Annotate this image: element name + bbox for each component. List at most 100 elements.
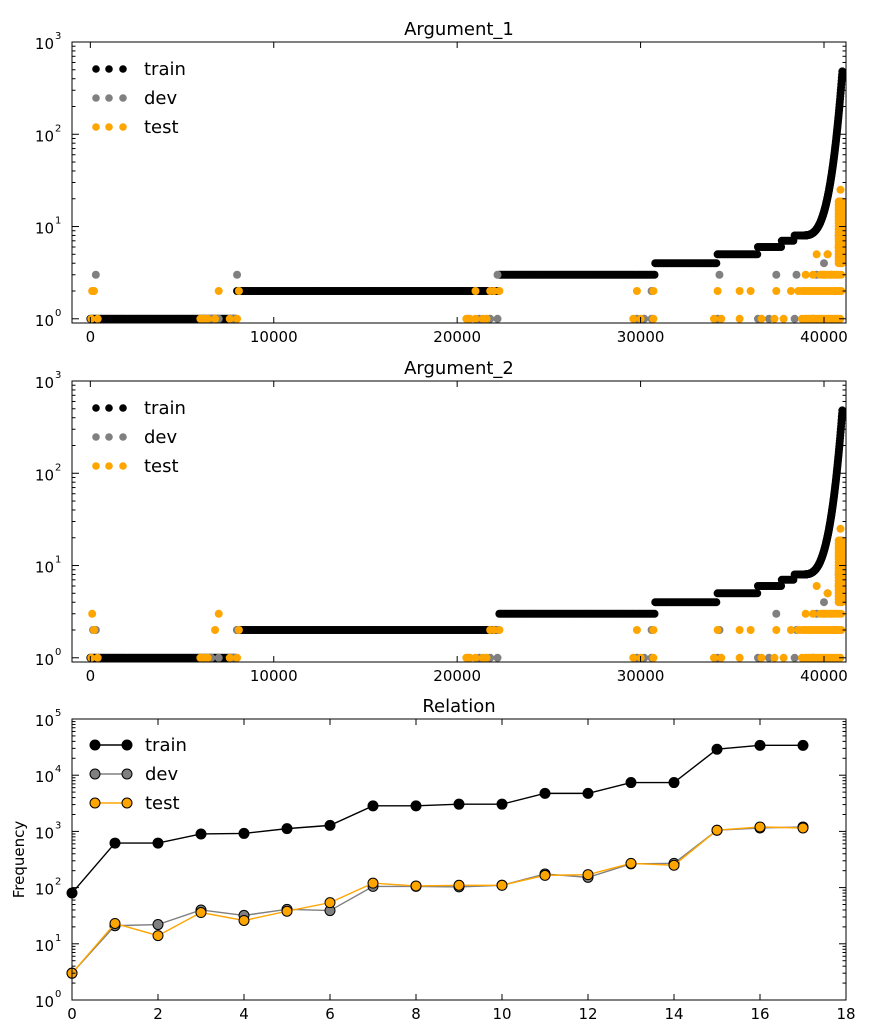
point-test — [234, 287, 243, 296]
y-tick-label: 10 1 — [35, 933, 61, 955]
point-train — [712, 598, 721, 607]
y-tick-base: 10 — [35, 374, 54, 392]
legend-entry-test: test — [92, 456, 179, 477]
point-train — [797, 739, 809, 751]
point-test — [770, 314, 779, 323]
point-test — [713, 287, 722, 296]
point-dev — [214, 653, 223, 662]
point-test — [735, 314, 744, 323]
point-train — [753, 250, 762, 259]
point-test — [717, 314, 726, 323]
point-test — [786, 287, 795, 296]
x-tick-label: 0 — [67, 1005, 77, 1023]
y-tick-label: 10 0 — [35, 647, 61, 669]
point-test — [87, 653, 96, 662]
point-test — [838, 203, 847, 212]
legend-entry-dev: dev — [92, 88, 178, 109]
point-test — [471, 287, 480, 296]
legend-entry-test: test — [89, 793, 180, 814]
point-dev — [764, 653, 773, 662]
point-test — [152, 930, 164, 942]
plot-frame — [71, 41, 847, 324]
point-test — [735, 626, 744, 635]
point-train — [711, 743, 723, 755]
point-test — [827, 609, 836, 618]
y-tick-base: 10 — [35, 220, 54, 238]
y-tick-base: 10 — [35, 937, 54, 955]
point-test — [830, 626, 839, 635]
y-tick-label: 10 3 — [35, 370, 61, 392]
y-tick-label: 10 0 — [35, 308, 61, 330]
point-dev — [764, 314, 773, 323]
y-tick-exponent: 3 — [55, 820, 61, 831]
point-test — [797, 822, 809, 834]
x-tick-label: 40000 — [800, 667, 848, 685]
y-tick-base: 10 — [35, 824, 54, 842]
point-train — [109, 837, 121, 849]
legend-entry-test: test — [92, 117, 179, 138]
point-test — [649, 287, 658, 296]
point-test — [801, 609, 810, 618]
legend-marker-dev — [105, 433, 113, 441]
plot-frame — [71, 380, 847, 663]
y-tick-exponent: 1 — [55, 933, 61, 944]
point-test — [827, 270, 836, 279]
y-tick-label: 10 1 — [35, 555, 61, 577]
point-test — [717, 653, 726, 662]
point-test — [87, 314, 96, 323]
point-test — [649, 653, 658, 662]
legend-marker-dev — [89, 768, 101, 780]
legend-entry-train: train — [92, 398, 186, 419]
chart-title: Argument_1 — [404, 19, 514, 40]
point-train — [838, 406, 847, 415]
point-dev — [233, 270, 242, 279]
x-tick-label: 10000 — [250, 328, 298, 346]
point-test — [489, 626, 498, 635]
plot-area — [86, 406, 847, 662]
point-test — [779, 653, 788, 662]
point-test — [471, 653, 480, 662]
point-test — [211, 314, 220, 323]
y-tick-exponent: 2 — [55, 877, 61, 888]
point-test — [757, 314, 766, 323]
point-test — [234, 626, 243, 635]
point-train — [453, 798, 465, 810]
point-test — [367, 877, 379, 889]
point-dev — [493, 314, 502, 323]
point-test — [482, 653, 491, 662]
point-test — [709, 653, 718, 662]
point-test — [629, 653, 638, 662]
x-tick-label: 30000 — [617, 667, 665, 685]
point-test — [668, 859, 680, 871]
legend-marker-train — [92, 404, 100, 412]
x-tick-label: 10 — [492, 1005, 511, 1023]
line-test — [71, 826, 804, 974]
legend-marker-dev — [119, 94, 127, 102]
point-test — [109, 917, 121, 929]
point-dev — [493, 653, 502, 662]
x-tick-label: 18 — [836, 1005, 855, 1023]
y-tick-exponent: 5 — [55, 708, 61, 719]
x-tick-label: 2 — [153, 1005, 163, 1023]
point-test — [808, 609, 817, 618]
point-test — [801, 270, 810, 279]
legend-entry-dev: dev — [92, 427, 178, 448]
point-test — [754, 821, 766, 833]
y-tick-exponent: 3 — [55, 31, 61, 42]
y-tick-label: 10 0 — [35, 989, 61, 1011]
point-test — [495, 287, 504, 296]
legend-label-test: test — [145, 793, 180, 814]
series-train — [86, 67, 847, 323]
legend-label-train: train — [144, 398, 186, 419]
series-test — [66, 821, 809, 979]
point-test — [203, 653, 212, 662]
point-test — [838, 542, 847, 551]
point-test — [812, 250, 821, 259]
point-train — [324, 819, 336, 831]
point-dev — [819, 259, 828, 268]
point-test — [770, 653, 779, 662]
x-tick-label: 0 — [86, 667, 96, 685]
y-tick-base: 10 — [35, 466, 54, 484]
